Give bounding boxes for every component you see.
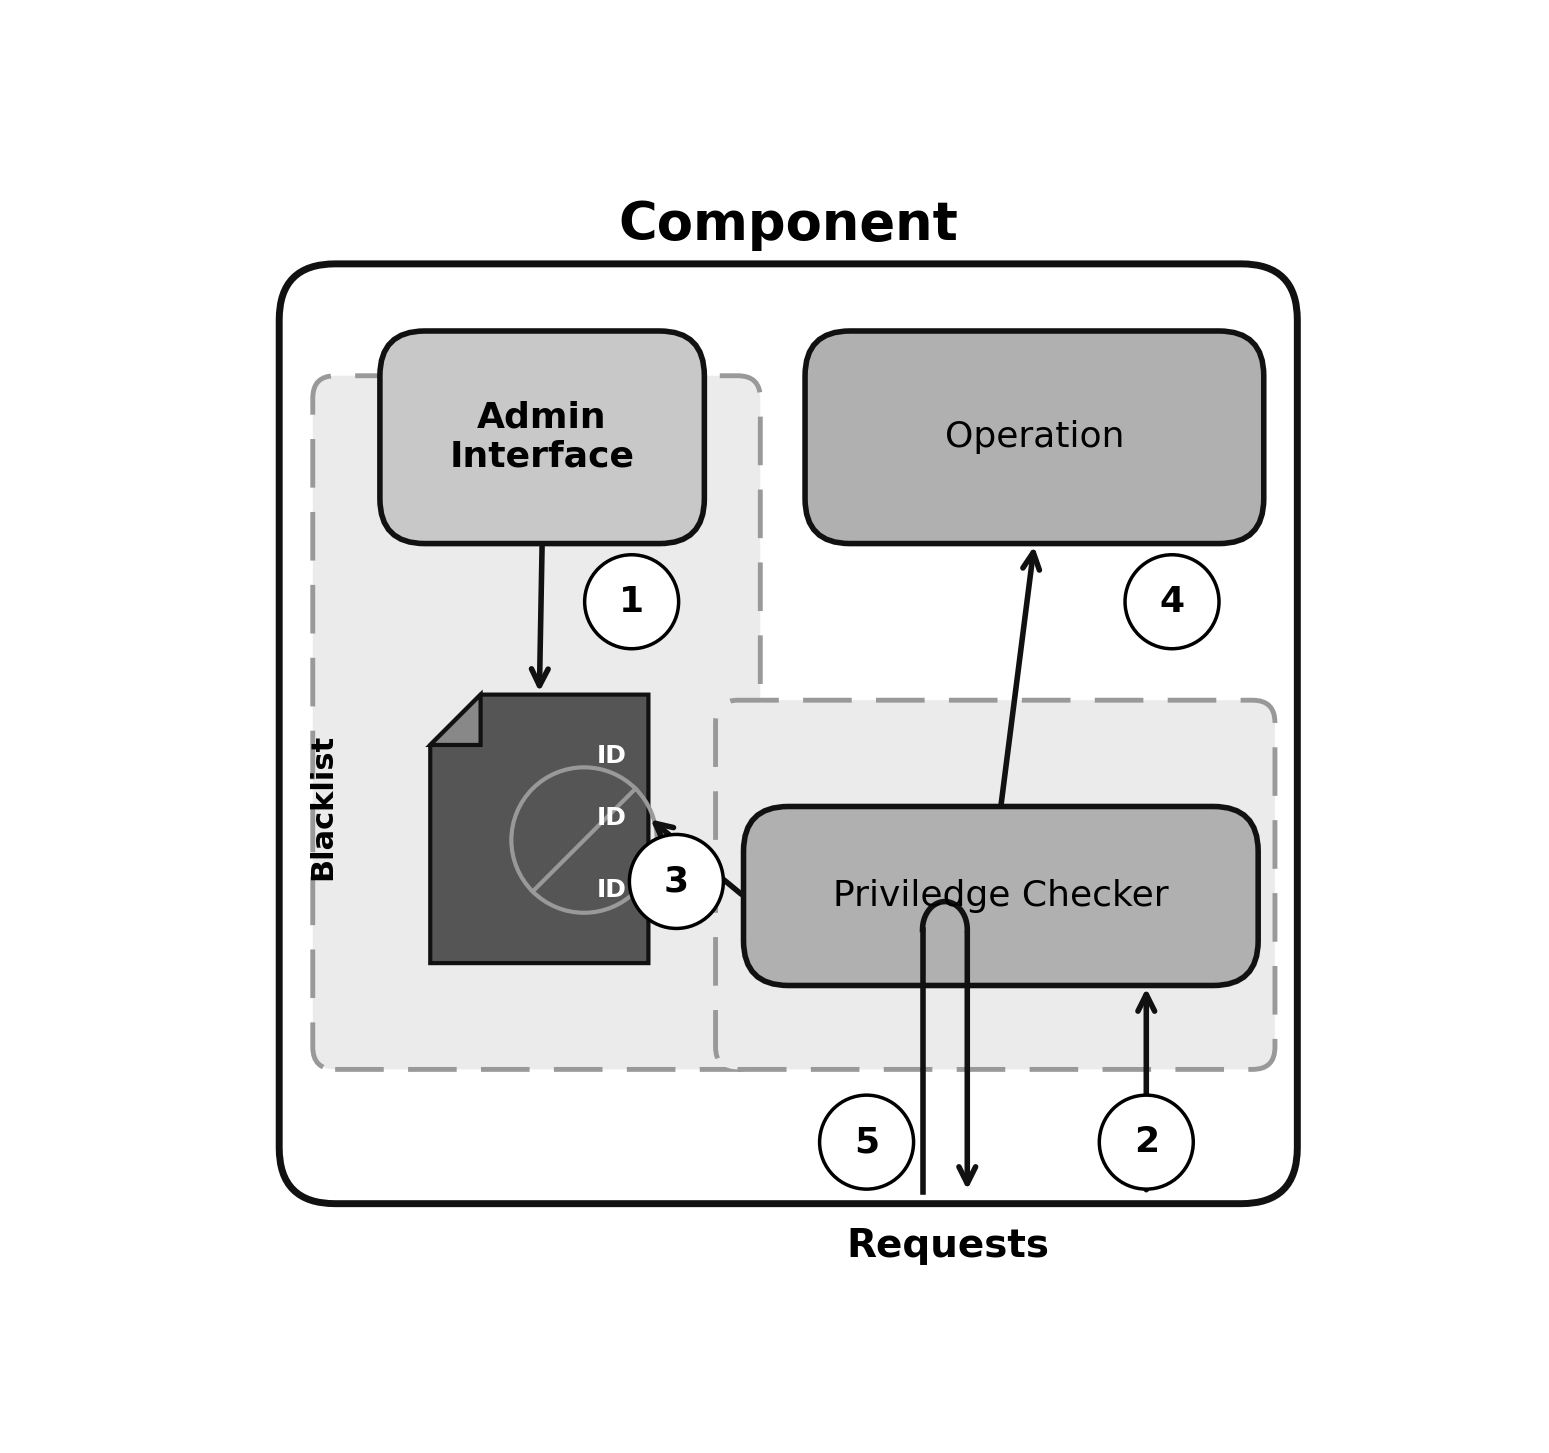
Text: ID: ID <box>596 744 627 769</box>
Polygon shape <box>431 695 480 745</box>
FancyBboxPatch shape <box>716 700 1275 1069</box>
FancyBboxPatch shape <box>313 376 761 1069</box>
Circle shape <box>1100 1096 1193 1189</box>
Circle shape <box>629 834 723 928</box>
Circle shape <box>584 555 678 648</box>
Text: 5: 5 <box>853 1125 880 1159</box>
Polygon shape <box>431 695 649 963</box>
Text: Component: Component <box>618 199 959 251</box>
Text: Priviledge Checker: Priviledge Checker <box>833 879 1168 912</box>
Text: Admin
Interface: Admin Interface <box>449 401 635 474</box>
FancyBboxPatch shape <box>380 331 705 543</box>
Text: 2: 2 <box>1134 1125 1159 1159</box>
Text: 4: 4 <box>1160 584 1185 619</box>
Text: 3: 3 <box>665 865 689 898</box>
Text: Requests: Requests <box>847 1228 1050 1266</box>
Text: Blacklist: Blacklist <box>308 734 338 879</box>
FancyBboxPatch shape <box>805 331 1264 543</box>
FancyBboxPatch shape <box>744 806 1258 985</box>
Text: Operation: Operation <box>945 420 1125 455</box>
Circle shape <box>819 1096 914 1189</box>
FancyBboxPatch shape <box>279 264 1298 1203</box>
Text: 1: 1 <box>620 584 644 619</box>
Circle shape <box>1125 555 1219 648</box>
Text: ID: ID <box>596 805 627 830</box>
Text: ID: ID <box>596 879 627 902</box>
